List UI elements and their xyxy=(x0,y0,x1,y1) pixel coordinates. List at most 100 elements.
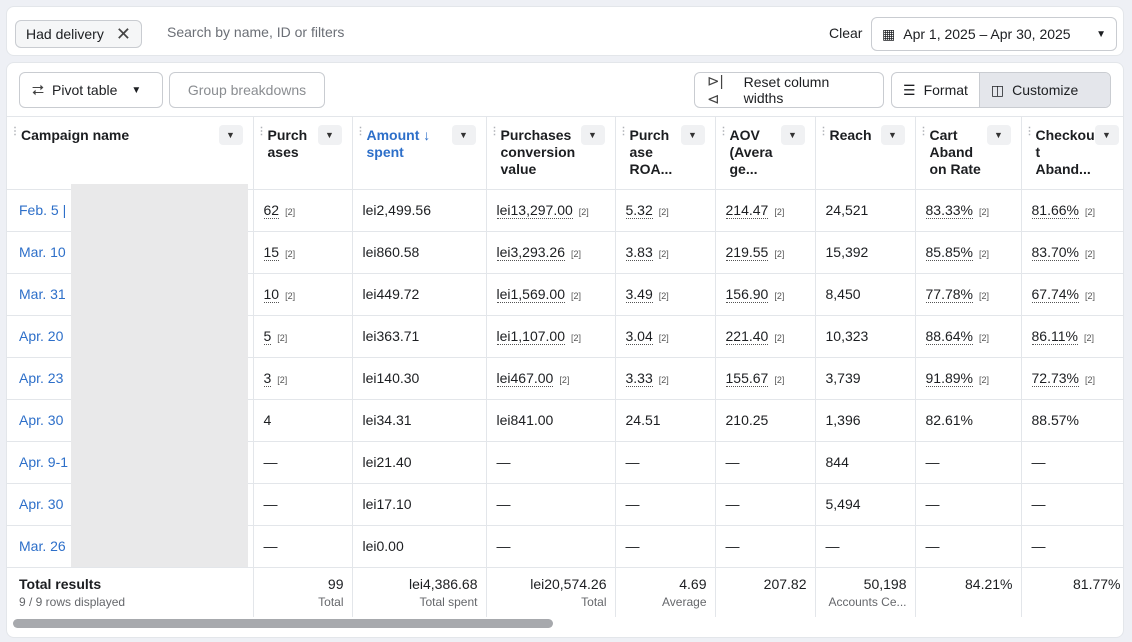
cell-value: 156.90 xyxy=(725,286,769,303)
chevron-down-icon: ▼ xyxy=(131,84,142,96)
cell-conv-value: lei467.00 [2] xyxy=(486,357,616,400)
reference-note[interactable]: [2] xyxy=(1084,249,1095,259)
reference-note[interactable]: [2] xyxy=(578,207,589,217)
cell-cart: — xyxy=(915,441,1022,484)
close-icon[interactable]: ✕ xyxy=(115,24,131,44)
cell-roas: 3.33 [2] xyxy=(615,357,716,400)
chevron-down-icon[interactable]: ▼ xyxy=(218,125,243,145)
cell-reach: 5,494 xyxy=(815,483,916,526)
reference-note[interactable]: [2] xyxy=(1084,375,1095,385)
chevron-down-icon[interactable]: ▼ xyxy=(680,125,705,145)
cell-purchases: — xyxy=(253,483,353,526)
reference-note[interactable]: [2] xyxy=(285,249,296,259)
reference-note[interactable]: [2] xyxy=(658,333,669,343)
reference-note[interactable]: [2] xyxy=(285,291,296,301)
filter-chip[interactable]: Had delivery ✕ xyxy=(15,20,142,48)
clear-button[interactable]: Clear xyxy=(829,25,863,41)
chevron-down-icon[interactable]: ▼ xyxy=(580,125,605,145)
reference-note[interactable]: [2] xyxy=(571,333,582,343)
cell-value: 3,739 xyxy=(825,370,861,386)
cell-value: 214.47 xyxy=(725,202,769,219)
reference-note[interactable]: [2] xyxy=(658,375,669,385)
reset-column-widths-button[interactable]: ⊳|⊲ Reset column widths xyxy=(694,72,884,108)
reference-note[interactable]: [2] xyxy=(571,249,582,259)
drag-handle-icon[interactable]: ⋮ xyxy=(718,126,729,137)
cell-conv-value: lei3,293.26 [2] xyxy=(486,231,616,274)
reference-note[interactable]: [2] xyxy=(978,249,989,259)
reference-note[interactable]: [2] xyxy=(774,375,785,385)
drag-handle-icon[interactable]: ⋮ xyxy=(818,126,829,137)
date-range-picker[interactable]: ▦ Apr 1, 2025 – Apr 30, 2025 ▼ xyxy=(871,17,1117,51)
table-row[interactable]: Apr. 20 5 [2] lei363.71 lei1,107.00 [2] 3.04 [2… xyxy=(7,315,1123,358)
chevron-down-icon[interactable]: ▼ xyxy=(317,125,342,145)
cell-value: 3.33 xyxy=(625,370,653,387)
cell-conv-value: lei1,569.00 [2] xyxy=(486,273,616,316)
pivot-icon: ⮂ xyxy=(32,81,45,99)
cell-value: 83.70% xyxy=(1031,244,1079,261)
reference-note[interactable]: [2] xyxy=(774,291,785,301)
reference-note[interactable]: [2] xyxy=(1084,207,1095,217)
reference-note[interactable]: [2] xyxy=(774,249,785,259)
chevron-down-icon[interactable]: ▼ xyxy=(986,125,1011,145)
chevron-down-icon[interactable]: ▼ xyxy=(1094,125,1119,145)
cell-roas: 24.51 xyxy=(615,399,716,442)
reference-note[interactable]: [2] xyxy=(285,207,296,217)
reference-note[interactable]: [2] xyxy=(277,375,288,385)
group-breakdowns-button[interactable]: Group breakdowns xyxy=(169,72,325,108)
cell-value: lei140.30 xyxy=(362,370,420,386)
reference-note[interactable]: [2] xyxy=(774,333,785,343)
drag-handle-icon[interactable]: ⋮ xyxy=(918,126,929,137)
reset-column-widths-label: Reset column widths xyxy=(743,74,830,106)
drag-handle-icon[interactable]: ⋮ xyxy=(355,126,366,137)
search-input[interactable] xyxy=(167,24,727,40)
drag-handle-icon[interactable]: ⋮ xyxy=(256,126,267,137)
reference-note[interactable]: [2] xyxy=(978,291,989,301)
cell-value: — xyxy=(1031,454,1046,470)
drag-handle-icon[interactable]: ⋮ xyxy=(10,126,20,137)
reference-note[interactable]: [2] xyxy=(978,333,989,343)
reference-note[interactable]: [2] xyxy=(774,207,785,217)
reference-note[interactable]: [2] xyxy=(658,291,669,301)
table-row[interactable]: Feb. 5 | 62 [2] lei2,499.56 lei13,297.00 [2] 5… xyxy=(7,189,1123,232)
column-header-cart-abandon-rate[interactable]: ⋮ Cart Aband on Rate ▼ xyxy=(915,117,1022,190)
total-cart-abandon: 84.21% xyxy=(965,575,1013,592)
reference-note[interactable]: [2] xyxy=(1084,291,1095,301)
reference-note[interactable]: [2] xyxy=(571,291,582,301)
reference-note[interactable]: [2] xyxy=(658,207,669,217)
drag-handle-icon[interactable]: ⋮ xyxy=(1024,126,1035,137)
reference-note[interactable]: [2] xyxy=(978,375,989,385)
average-roas-label: Average xyxy=(662,594,707,609)
column-header-aov[interactable]: ⋮ AOV (Avera ge... ▼ xyxy=(715,117,816,190)
customize-button[interactable]: ◫ Customize xyxy=(978,73,1110,107)
column-header-purchases[interactable]: ⋮ Purch ases ▼ xyxy=(253,117,353,190)
reference-note[interactable]: [2] xyxy=(658,249,669,259)
cell-value: 24.51 xyxy=(625,412,661,428)
column-header-roas[interactable]: ⋮ Purch ase ROA... ▼ xyxy=(615,117,716,190)
cell-value: 5.32 xyxy=(625,202,653,219)
column-header-amount-spent[interactable]: ⋮ Amount ↓ spent ▼ xyxy=(352,117,487,190)
column-header-checkout-abandon[interactable]: ⋮ Checkou t Aband... ▼ xyxy=(1021,117,1123,190)
reference-note[interactable]: [2] xyxy=(1083,333,1094,343)
cell-roas: 3.04 [2] xyxy=(615,315,716,358)
reference-note[interactable]: [2] xyxy=(277,333,288,343)
cell-value: 3.49 xyxy=(625,286,653,303)
chevron-down-icon[interactable]: ▼ xyxy=(880,125,905,145)
drag-handle-icon[interactable]: ⋮ xyxy=(618,126,629,137)
chevron-down-icon[interactable]: ▼ xyxy=(451,125,476,145)
column-resize-icon: ⊳|⊲ xyxy=(707,73,724,108)
drag-handle-icon[interactable]: ⋮ xyxy=(489,126,500,137)
cell-reach: 8,450 xyxy=(815,273,916,316)
reference-note[interactable]: [2] xyxy=(559,375,570,385)
chevron-down-icon[interactable]: ▼ xyxy=(780,125,805,145)
horizontal-scrollbar[interactable] xyxy=(13,619,553,628)
reference-note[interactable]: [2] xyxy=(978,207,989,217)
total-purchases: 99 xyxy=(327,575,344,592)
cell-value: lei467.00 xyxy=(496,370,554,387)
pivot-table-button[interactable]: ⮂ Pivot table ▼ xyxy=(19,72,163,108)
column-header-reach[interactable]: ⋮ Reach ▼ xyxy=(815,117,916,190)
format-button[interactable]: ☰ Format xyxy=(892,73,979,107)
total-purchases-label: Total xyxy=(318,594,344,609)
column-header-campaign-name[interactable]: ⋮ Campaign name ▼ xyxy=(7,117,254,190)
column-header-conversion-value[interactable]: ⋮ Purchases conversion value ▼ xyxy=(486,117,616,190)
cell-reach: 1,396 xyxy=(815,399,916,442)
